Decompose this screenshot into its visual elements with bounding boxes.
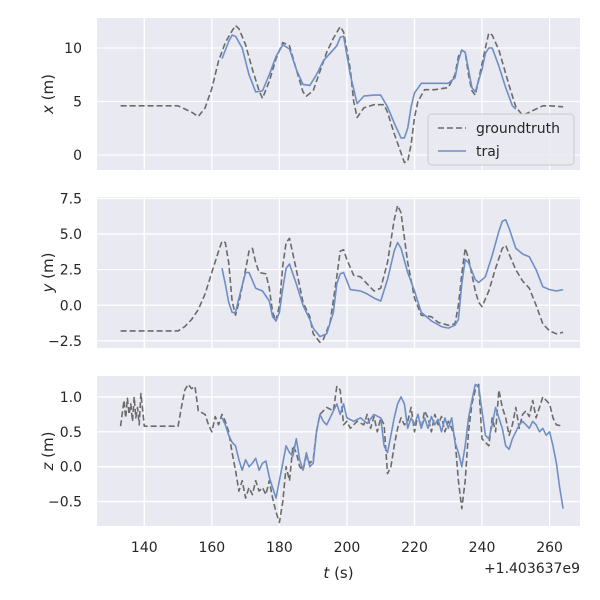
legend-label-groundtruth: groundtruth: [476, 121, 560, 137]
y-axis-label-x: x (m): [39, 74, 57, 115]
y-tick-label-z-3: 1.0: [60, 390, 82, 406]
x-tick-label-0: 140: [131, 540, 158, 556]
y-tick-label-y-4: 7.5: [60, 191, 82, 207]
subplot-y: −2.5 0.0 2.5 5.0 7.5 y (m): [39, 191, 580, 350]
x-tick-label-2: 180: [266, 540, 293, 556]
y-tick-label-z-2: 0.5: [60, 425, 82, 441]
legend-box: [427, 113, 575, 166]
subplot-z: −0.5 0.0 0.5 1.0 z (m): [39, 376, 580, 526]
y-tick-label-y-1: 0.0: [60, 298, 82, 314]
subplot-x: 0 5 10 x (m): [39, 18, 580, 170]
y-tick-label-x-2: 10: [64, 41, 82, 57]
x-tick-label-6: 260: [536, 540, 563, 556]
x-axis-label-var: t: [323, 564, 330, 582]
series-traj-y: [221, 219, 564, 338]
plot-area-y: [97, 197, 580, 348]
x-tick-label-1: 160: [198, 540, 225, 556]
series-traj-z: [221, 383, 564, 509]
x-axis: 140 160 180 200 220 240 260 +1.403637e9 t (s): [131, 540, 580, 582]
y-tick-label-x-0: 0: [73, 148, 82, 164]
series-groundtruth-y: [120, 204, 564, 344]
series-groundtruth-x: [120, 24, 564, 164]
y-axis-label-unit-x: (m): [39, 74, 57, 105]
y-axis-label-y: y (m): [39, 253, 57, 294]
y-axis-label-unit-y: (m): [39, 253, 57, 284]
y-tick-label-x-1: 5: [73, 94, 82, 110]
y-tick-label-z-0: −0.5: [48, 495, 82, 511]
x-axis-label-unit: (s): [329, 564, 353, 582]
y-axis-label-unit-z: (m): [39, 432, 57, 463]
y-axis-label-z: z (m): [39, 432, 57, 472]
y-tick-label-y-2: 2.5: [60, 263, 82, 279]
x-axis-label: t (s): [323, 564, 353, 582]
plot-area-z: [97, 376, 580, 526]
x-offset-label: +1.403637e9: [484, 561, 580, 577]
legend: groundtruth traj: [427, 113, 575, 166]
x-tick-label-3: 200: [334, 540, 361, 556]
y-tick-label-y-3: 5.0: [60, 227, 82, 243]
y-tick-label-y-0: −2.5: [48, 334, 82, 350]
y-axis-label-var-z: z: [39, 461, 57, 471]
y-axis-label-var-x: x: [39, 105, 57, 115]
y-tick-label-z-1: 0.0: [60, 460, 82, 476]
y-axis-label-var-y: y: [39, 282, 57, 293]
subplots-group: 0 5 10 x (m) −2.5 0.0 2.5 5.0 7.5 y (m) −0.5 0.0 0.5…: [39, 18, 580, 526]
series-traj-x: [221, 34, 517, 139]
x-tick-label-5: 240: [469, 540, 496, 556]
legend-label-traj: traj: [476, 144, 500, 160]
x-tick-label-4: 220: [401, 540, 428, 556]
